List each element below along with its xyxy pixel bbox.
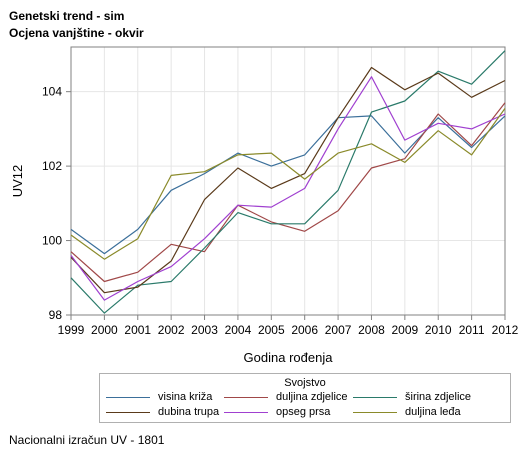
x-tick-label: 2002 [158, 323, 185, 337]
legend-label: širina zdjelice [405, 391, 472, 403]
chart-title: Genetski trend - sim [9, 9, 125, 23]
x-tick-label: 2004 [225, 323, 252, 337]
x-tick-label: 2011 [459, 323, 485, 337]
legend-item: širina zdjelice [353, 391, 471, 403]
legend-swatch [224, 396, 268, 398]
x-tick-label: 2008 [358, 323, 385, 337]
legend: Svojstvo visina križa duljina zdjelice šir… [99, 373, 511, 423]
legend-label: duljina leđa [405, 406, 461, 418]
y-tick-label: 98 [49, 308, 63, 322]
legend-swatch [106, 396, 150, 398]
legend-item: visina križa [106, 391, 212, 403]
x-tick-label: 2001 [124, 323, 151, 337]
legend-item: opseg prsa [224, 406, 330, 418]
x-tick-label: 2010 [425, 323, 452, 337]
y-tick-label: 100 [42, 234, 62, 248]
x-axis: 1999 2000 2001 2002 2003 2004 2005 2006 2007 2008… [58, 315, 519, 337]
series-line-3 [70, 50, 506, 314]
legend-swatch [353, 411, 397, 413]
series-layer [70, 50, 506, 314]
series-line-4 [70, 66, 506, 294]
legend-item: duljina zdjelice [224, 391, 348, 403]
series-line-2 [70, 102, 506, 283]
x-tick-label: 2000 [91, 323, 118, 337]
y-tick-label: 102 [42, 159, 62, 173]
footnote: Nacionalni izračun UV - 1801 [9, 433, 165, 447]
plot-frame [70, 46, 506, 316]
legend-label: dubina trupa [158, 406, 220, 418]
legend-swatch [224, 411, 268, 413]
x-tick-label: 2005 [258, 323, 285, 337]
x-tick-label: 2006 [291, 323, 318, 337]
x-tick-label: 2003 [191, 323, 218, 337]
legend-label: opseg prsa [276, 406, 331, 418]
legend-title: Svojstvo [284, 377, 326, 389]
y-axis: 98 100 102 104 [42, 85, 71, 322]
series-line-1 [70, 115, 506, 255]
series-line-6 [70, 108, 506, 260]
y-axis-label: UV12 [10, 165, 25, 198]
x-tick-label: 2012 [492, 323, 519, 337]
chart-subtitle: Ocjena vanjštine - okvir [9, 26, 144, 40]
legend-label: visina križa [158, 391, 213, 403]
x-tick-label: 2007 [325, 323, 352, 337]
y-tick-label: 104 [42, 85, 62, 99]
line-chart: 1999 2000 2001 2002 2003 2004 2005 2006 2007 2008… [10, 46, 519, 365]
legend-item: duljina leđa [353, 406, 461, 418]
title-block: Genetski trend - sim Ocjena vanjštine - … [9, 8, 144, 42]
legend-item: dubina trupa [106, 406, 219, 418]
x-tick-label: 2009 [391, 323, 418, 337]
legend-swatch [353, 396, 397, 398]
legend-swatch [106, 411, 150, 413]
x-axis-label: Godina rođenja [244, 350, 334, 365]
series-line-5 [70, 76, 506, 301]
x-tick-label: 1999 [58, 323, 85, 337]
legend-label: duljina zdjelice [276, 391, 348, 403]
